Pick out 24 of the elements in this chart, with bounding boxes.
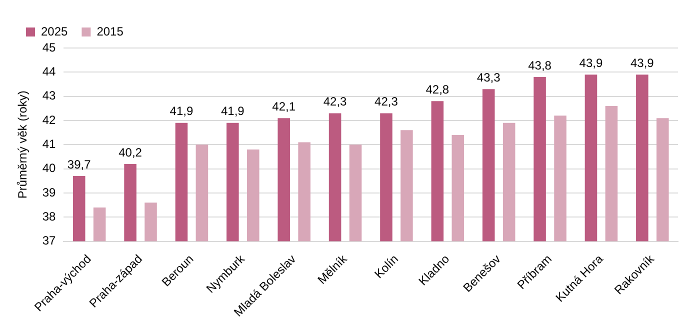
- y-tick-label: 38: [42, 209, 56, 224]
- data-label: 43,8: [528, 58, 552, 72]
- data-label: 40,2: [118, 145, 142, 160]
- y-tick-label: 44: [42, 64, 56, 78]
- legend-label: 2025: [41, 24, 68, 38]
- y-tick-label: 42: [42, 112, 56, 127]
- y-tick-label: 39: [42, 185, 56, 200]
- y-tick-label: 43: [42, 88, 56, 103]
- data-label: 43,9: [630, 56, 654, 70]
- data-label: 43,3: [476, 70, 501, 84]
- data-label: 43,9: [579, 56, 603, 70]
- data-label: 42,3: [323, 94, 348, 109]
- data-label: 41,9: [220, 104, 245, 118]
- data-label: 42,3: [374, 94, 398, 109]
- data-label: 42,1: [272, 99, 296, 114]
- y-tick-label: 40: [42, 161, 56, 176]
- data-label: 39,7: [67, 157, 92, 172]
- y-tick-label: 41: [42, 136, 56, 151]
- y-axis-title: Průměrný věk (roky): [16, 90, 30, 199]
- y-tick-label: 37: [42, 234, 56, 248]
- data-label: 42,8: [426, 82, 450, 96]
- legend-label: 2015: [96, 24, 124, 38]
- data-label: 41,9: [170, 104, 194, 118]
- y-tick-label: 45: [42, 40, 56, 54]
